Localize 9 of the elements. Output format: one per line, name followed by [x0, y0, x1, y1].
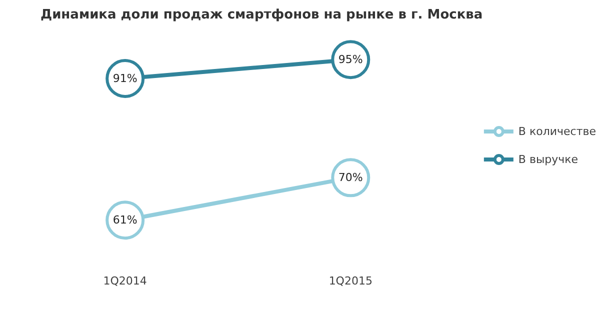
data-label: 70% — [338, 171, 363, 184]
data-label: 91% — [112, 72, 138, 85]
legend-label: В выручке — [518, 152, 578, 166]
x-tick-label: 1Q2015 — [328, 274, 372, 288]
chart-title: Динамика доли продаж смартфонов на рынке в г. Москва — [40, 8, 483, 22]
x-tick-label: 1Q2014 — [103, 274, 147, 288]
legend-label: В количестве — [518, 124, 596, 138]
data-label: 61% — [112, 214, 138, 227]
data-label: 95% — [338, 53, 363, 66]
